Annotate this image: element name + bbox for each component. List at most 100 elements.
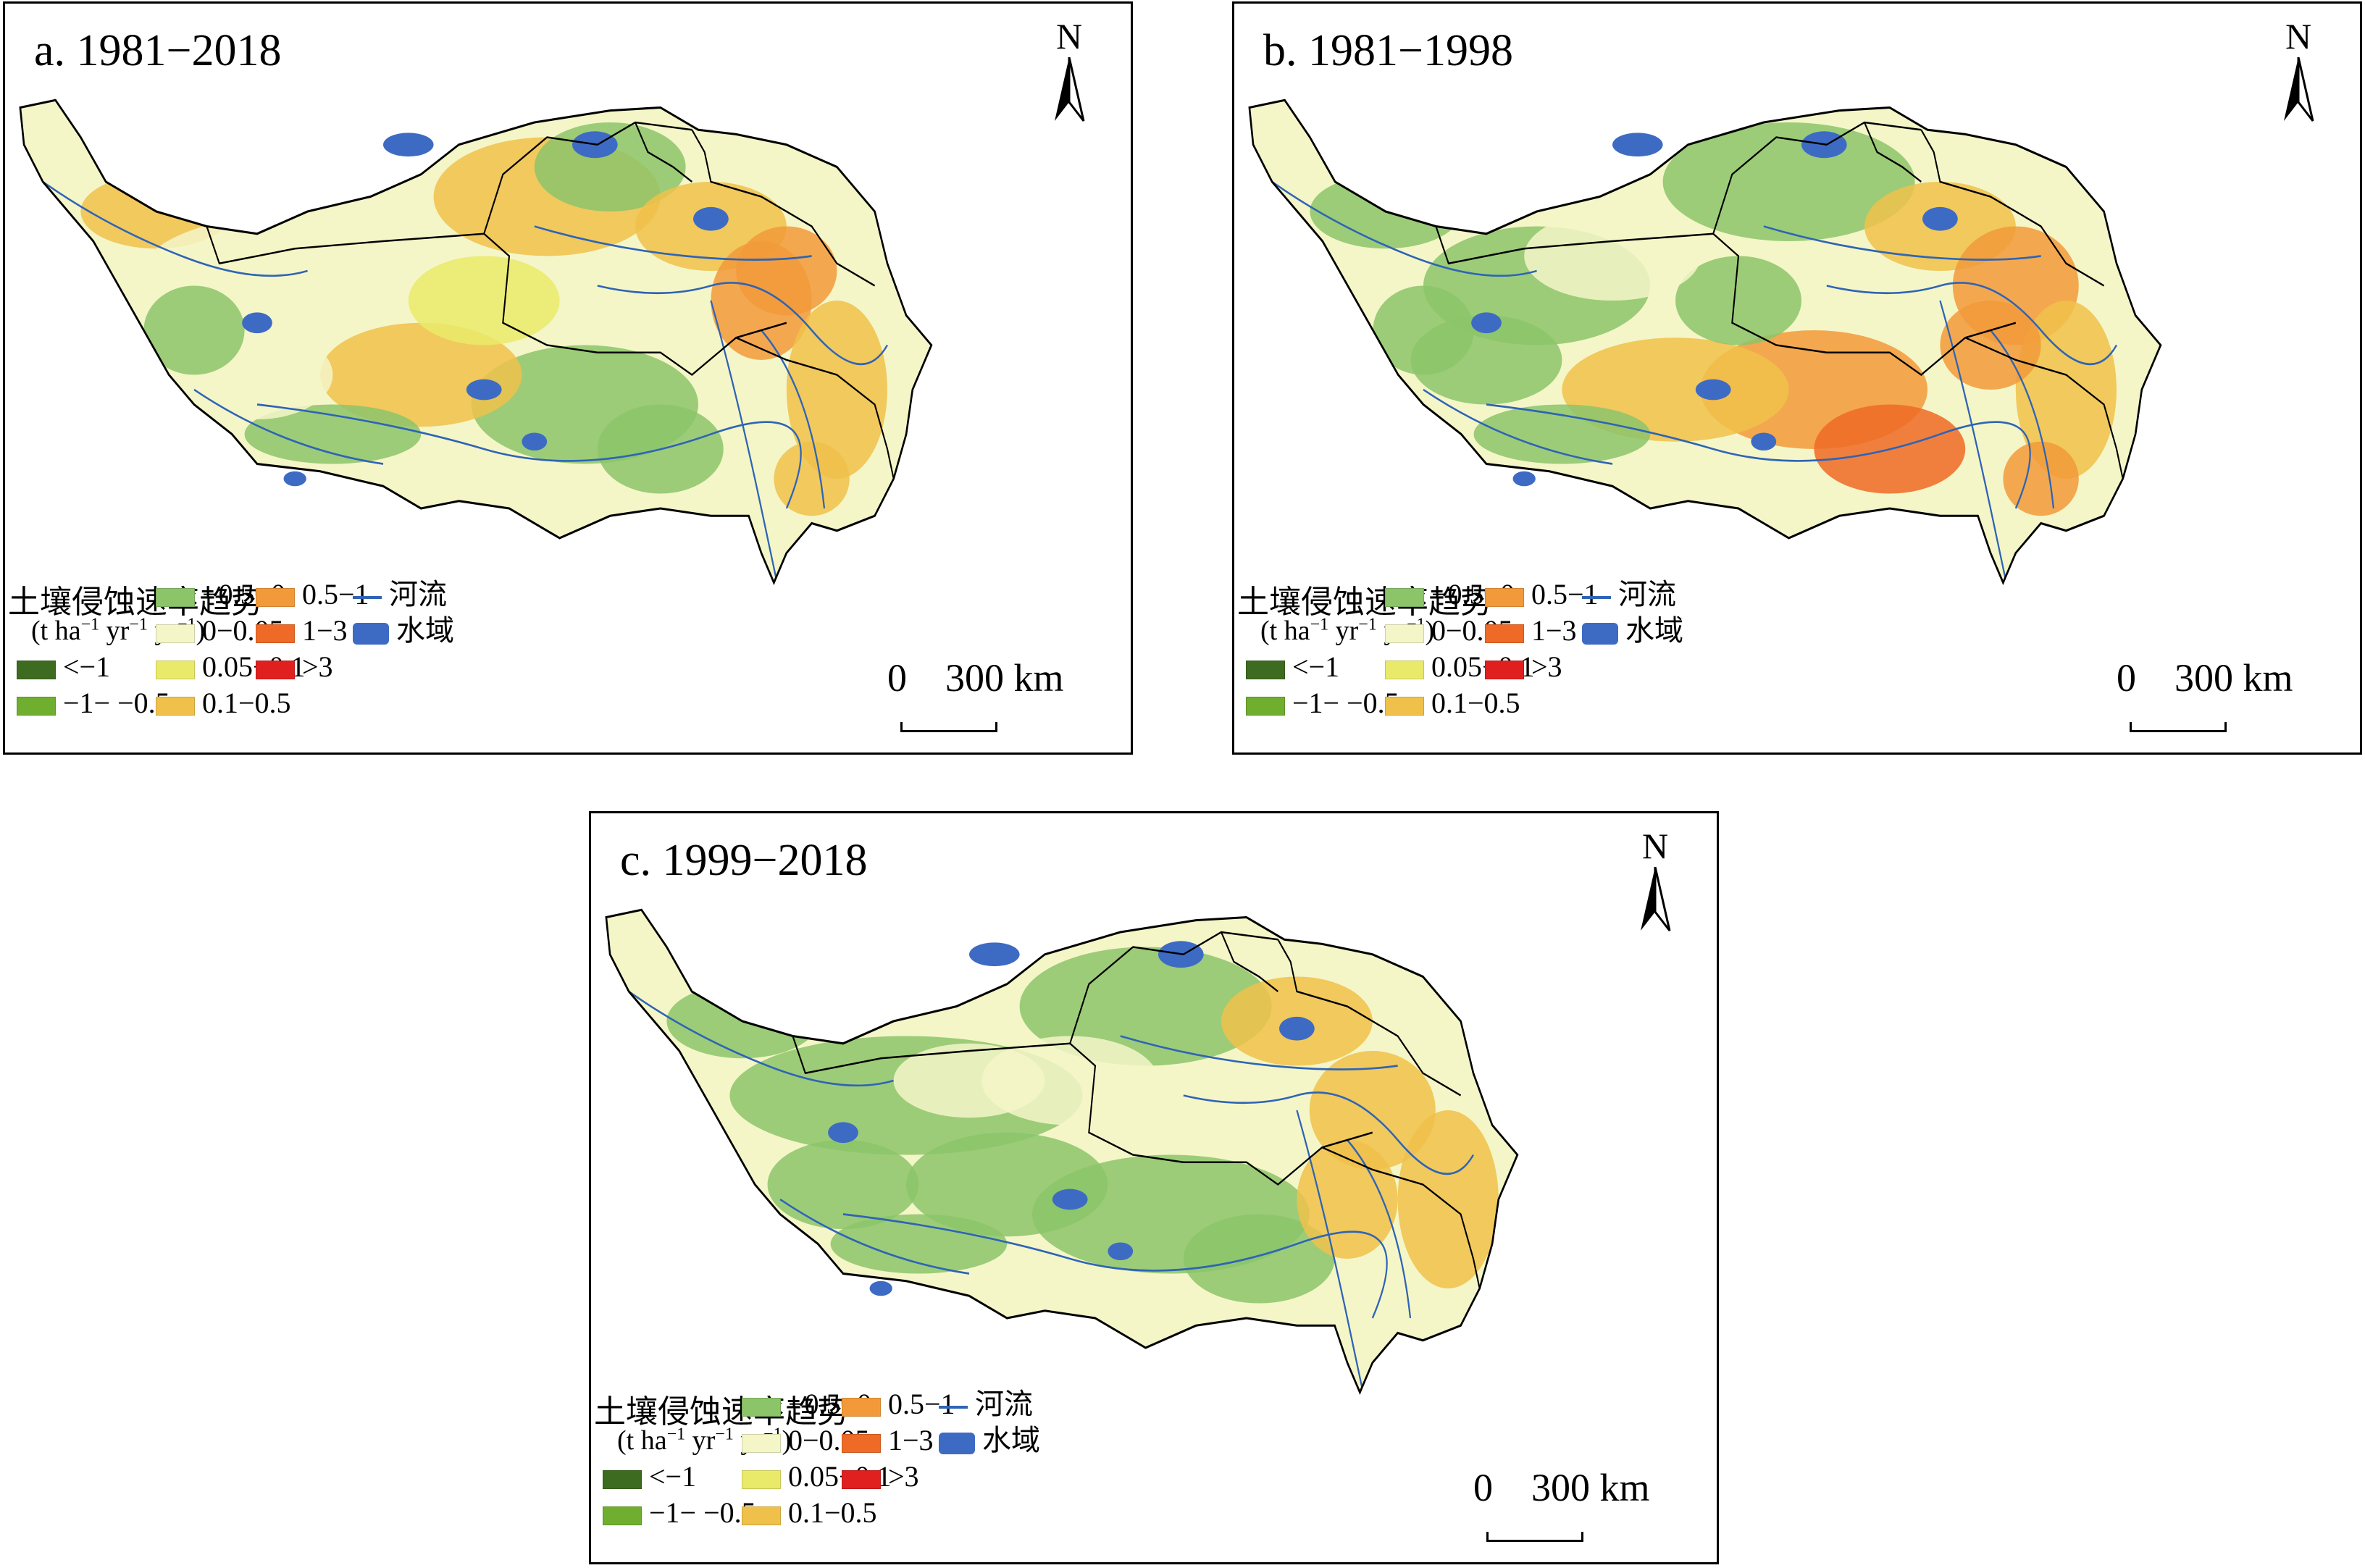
legend-title: 土壤侵蚀速率趋势 bbox=[8, 584, 263, 620]
legend-label: <−1 bbox=[1292, 650, 1340, 683]
legend-swatch bbox=[842, 1470, 881, 1489]
lake-2 bbox=[1279, 1016, 1315, 1041]
erosion-patch-15 bbox=[1373, 285, 1474, 375]
legend-river-label: 河流 bbox=[975, 1388, 1033, 1420]
legend-label: −1− −0.5 bbox=[63, 687, 170, 719]
legend-river: 河流 bbox=[1582, 576, 1676, 613]
north-letter: N bbox=[2285, 16, 2312, 56]
legend-class-5: 0.1−0.5 bbox=[1385, 684, 1520, 722]
erosion-patch-8 bbox=[767, 1140, 919, 1229]
legend-class-6: 0.5−1 bbox=[842, 1385, 955, 1423]
river-4 bbox=[1990, 330, 2055, 509]
erosion-patch-13 bbox=[1524, 211, 1701, 301]
legend-river: 河流 bbox=[939, 1385, 1033, 1423]
erosion-patch-10 bbox=[1183, 1214, 1335, 1304]
river-2 bbox=[1826, 282, 2117, 366]
plateau-map bbox=[19, 98, 933, 585]
river-6 bbox=[1423, 388, 1613, 465]
legend-title: 土壤侵蚀速率趋势 bbox=[594, 1394, 849, 1430]
legend-class-7: 1−3 bbox=[256, 612, 348, 650]
legend-swatch bbox=[842, 1397, 881, 1417]
river-3 bbox=[710, 300, 779, 583]
erosion-patch-12 bbox=[736, 226, 837, 316]
legend-water: 水域 bbox=[939, 1422, 1040, 1459]
legend-water-label: 水域 bbox=[1625, 614, 1683, 647]
panel-title: b. 1981−1998 bbox=[1263, 26, 1513, 75]
legend-swatch bbox=[156, 624, 195, 643]
scale-bar: 0 300 km bbox=[1473, 1465, 1691, 1545]
lake-2 bbox=[1922, 206, 1958, 231]
north-arrow-icon bbox=[1641, 867, 1671, 931]
north-arrow: N bbox=[1037, 18, 1102, 122]
lake-4 bbox=[1052, 1188, 1088, 1210]
plateau-map bbox=[605, 908, 1519, 1395]
legend-label: 1−3 bbox=[302, 614, 348, 647]
lake-0 bbox=[1612, 133, 1663, 157]
legend-swatch bbox=[156, 696, 195, 716]
legend-swatch bbox=[1385, 624, 1424, 643]
legend-label: 0.1−0.5 bbox=[788, 1496, 877, 1529]
scale-start: 0 bbox=[1473, 1466, 1493, 1509]
scale-bar-line bbox=[2130, 722, 2227, 732]
water-body-icon bbox=[1582, 622, 1618, 645]
legend-class-6: 0.5−1 bbox=[256, 576, 369, 613]
lake-6 bbox=[1512, 471, 1536, 487]
river-5 bbox=[1763, 225, 2041, 261]
river-line-icon bbox=[939, 1405, 968, 1409]
scale-end: 300 km bbox=[945, 656, 1064, 700]
river-0 bbox=[1271, 180, 1537, 277]
erosion-patch-7 bbox=[830, 1214, 1008, 1274]
river-2 bbox=[597, 282, 888, 366]
river-5 bbox=[534, 225, 812, 261]
erosion-patch-6 bbox=[906, 1132, 1108, 1237]
erosion-patch-7 bbox=[1473, 404, 1651, 464]
legend-label: 1−3 bbox=[888, 1424, 934, 1456]
erosion-patch-15 bbox=[893, 1043, 1045, 1118]
legend-swatch bbox=[603, 1470, 642, 1489]
river-4 bbox=[1347, 1139, 1412, 1319]
river-1 bbox=[1486, 403, 2031, 509]
legend-class-0: <−1 bbox=[603, 1458, 696, 1496]
scale-bar: 0 300 km bbox=[887, 655, 1105, 735]
legend-swatch bbox=[17, 660, 56, 679]
erosion-patch-7 bbox=[320, 322, 522, 427]
erosion-patch-12 bbox=[610, 1140, 674, 1259]
legend-swatch bbox=[1485, 587, 1524, 607]
legend-swatch bbox=[1246, 660, 1285, 679]
lake-5 bbox=[1108, 1242, 1134, 1261]
legend-swatch bbox=[1385, 587, 1424, 607]
panel-title: c. 1999−2018 bbox=[620, 836, 868, 885]
lake-6 bbox=[869, 1280, 892, 1296]
river-1 bbox=[842, 1213, 1388, 1319]
erosion-patch-8 bbox=[244, 404, 422, 464]
scale-end: 300 km bbox=[1531, 1466, 1650, 1509]
legend-class-7: 1−3 bbox=[1485, 612, 1577, 650]
erosion-patch-9 bbox=[1397, 1110, 1499, 1288]
legend-label: 0.1−0.5 bbox=[1431, 687, 1520, 719]
erosion-patch-2 bbox=[1019, 947, 1272, 1066]
legend-swatch bbox=[742, 1433, 781, 1453]
lake-6 bbox=[283, 471, 306, 487]
legend-label: <−1 bbox=[63, 650, 111, 683]
legend-water: 水域 bbox=[353, 612, 454, 650]
legend-river-label: 河流 bbox=[389, 578, 447, 611]
scale-start: 0 bbox=[887, 656, 907, 700]
legend-swatch bbox=[1385, 660, 1424, 679]
legend-class-8: >3 bbox=[1485, 648, 1562, 686]
legend-label: >3 bbox=[1531, 650, 1562, 683]
river-0 bbox=[628, 990, 894, 1087]
legend-label: >3 bbox=[302, 650, 333, 683]
legend-label: −1− −0.5 bbox=[1292, 687, 1399, 719]
legend-class-5: 0.1−0.5 bbox=[156, 684, 291, 722]
water-body-icon bbox=[353, 622, 389, 645]
legend-swatch bbox=[842, 1433, 881, 1453]
scale-start: 0 bbox=[2117, 656, 2136, 700]
legend-class-1: −1− −0.5 bbox=[17, 684, 170, 722]
north-arrow: N bbox=[2266, 18, 2331, 122]
legend-swatch bbox=[742, 1506, 781, 1525]
legend-swatch bbox=[1485, 660, 1524, 679]
legend-swatch bbox=[1485, 624, 1524, 643]
lake-2 bbox=[693, 206, 729, 231]
legend-class-1: −1− −0.5 bbox=[1246, 684, 1399, 722]
erosion-patch-14 bbox=[2003, 441, 2079, 516]
